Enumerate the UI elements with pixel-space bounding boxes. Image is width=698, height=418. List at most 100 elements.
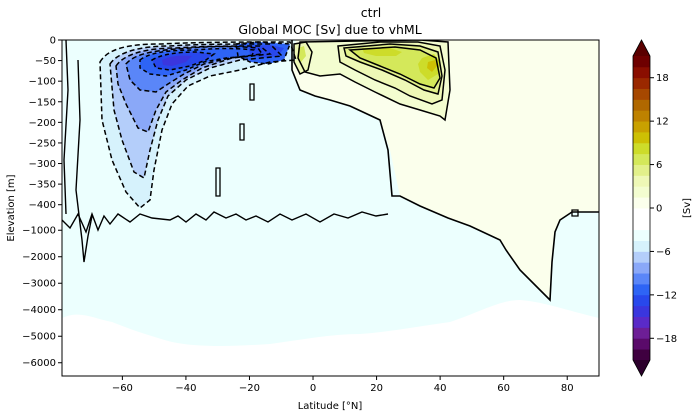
y-tick-label: −6000 [22,358,56,369]
colorbar-segment [633,251,650,263]
colorbar-extend-max [633,40,650,56]
colorbar-extend-min [633,360,650,376]
colorbar: −18 −12 −6 0 6 12 18 [632,39,677,377]
y-tick-label: −150 [29,97,56,108]
x-tick-label: 60 [497,383,510,394]
colorbar-segment [633,99,650,111]
colorbar-segment [633,262,650,274]
x-tick-label: 40 [434,383,447,394]
x-tick-label: −20 [239,383,260,394]
y-tick-label: −350 [29,180,56,191]
colorbar-tick-label: 6 [656,160,662,171]
y-axis-label: Elevation [m] [6,174,17,241]
y-tick-label: −100 [29,77,56,88]
zero-contour-southern-deep [75,59,93,263]
x-tick-label: −40 [175,383,196,394]
chart-title: Global MOC [Sv] due to vhML [238,22,421,37]
colorbar-segment [633,338,650,350]
y-tick-label: −400 [29,200,56,211]
zero-contour-southern-edge [63,40,69,215]
x-axis: −60 −40 −20 0 20 40 60 80 [112,376,574,394]
y-tick-label: −2000 [22,252,56,263]
y-tick-label: −1000 [22,226,56,237]
colorbar-segment [633,132,650,144]
contour-island-a [239,123,245,141]
colorbar-segment [633,316,650,328]
contour-field [62,40,599,376]
colorbar-segment [633,197,650,209]
figure-suptitle: ctrl [361,5,381,20]
y-tick-label: −50 [35,56,56,67]
colorbar-tick-label: 12 [656,117,669,128]
colorbar-segment [633,327,650,339]
colorbar-segment [633,56,650,68]
x-tick-label: 0 [310,383,316,394]
plot-frame [61,39,600,377]
north-cell-core-west [362,48,402,56]
zero-contour-interface [62,211,389,234]
north-cell-max [427,60,437,72]
colorbar-segment [633,186,650,198]
colorbar-segment [633,273,650,285]
south-cell-core [162,55,192,66]
y-axis: 0 −50 −100 −150 −200 −250 −300 −350 −400 −1000 −20… [22,36,62,369]
contour-island-c [249,83,255,101]
contour-lines [62,40,599,302]
colorbar-segment [633,164,650,176]
contour-line-pos-4 [348,46,441,89]
y-tick-label: −4000 [22,305,56,316]
colorbar-segment [633,142,650,155]
contour-line-pos-1 [297,40,451,122]
contour-line-neg-2 [109,43,284,180]
contour-line-pos-eq [293,41,313,76]
equator-positive-core [298,46,306,62]
x-axis-label: Latitude [°N] [298,401,363,412]
contour-line-neg-5 [139,47,256,77]
colorbar-segment [633,218,650,231]
colorbar-segment [633,229,650,241]
x-tick-label: −60 [112,383,133,394]
colorbar-segment [633,110,650,122]
colorbar-tick-label: −6 [656,247,671,258]
x-tick-label: 20 [370,383,383,394]
colorbar-segment [633,284,650,296]
contour-line-neg-6 [151,51,216,71]
colorbar-segment [633,175,650,187]
colorbar-tick-label: 0 [656,204,662,215]
colorbar-segment [633,294,650,307]
y-tick-label: −300 [29,159,56,170]
colorbar-segment [633,121,650,133]
y-tick-label: 0 [50,36,56,47]
contour-line-neg-1 [99,41,298,210]
contour-island-d [571,209,579,217]
north-cell-level-4 [350,47,440,88]
colorbar-segment [633,305,650,317]
colorbar-segment [633,208,650,220]
colorbar-segment [633,153,650,165]
contour-line-neg-4 [125,45,264,93]
contour-line-neg-3 [115,45,272,133]
contour-line-pos-3 [343,43,443,95]
y-tick-label: −5000 [22,332,56,343]
y-tick-label: −200 [29,118,56,129]
colorbar-tick-label: −18 [656,334,677,345]
colorbar-segment [633,88,650,100]
y-tick-label: −3000 [22,279,56,290]
colorbar-segment [633,240,650,252]
colorbar-label: [Sv] [682,198,693,218]
north-cell-level-0 [292,40,599,300]
colorbar-segment [633,349,650,361]
colorbar-tick-label: 18 [656,73,669,84]
abyss-zero-region [62,300,599,376]
contour-island-b [215,167,221,197]
colorbar-segment [633,66,650,79]
zero-contour-north [291,40,599,302]
colorbar-segment [633,77,650,89]
y-tick-label: −250 [29,138,56,149]
contour-line-pos-2 [337,41,446,105]
colorbar-tick-label: −12 [656,290,677,301]
x-tick-label: 80 [561,383,574,394]
contour-line-neg-eq [235,41,292,65]
colorbar-outline [632,39,651,377]
